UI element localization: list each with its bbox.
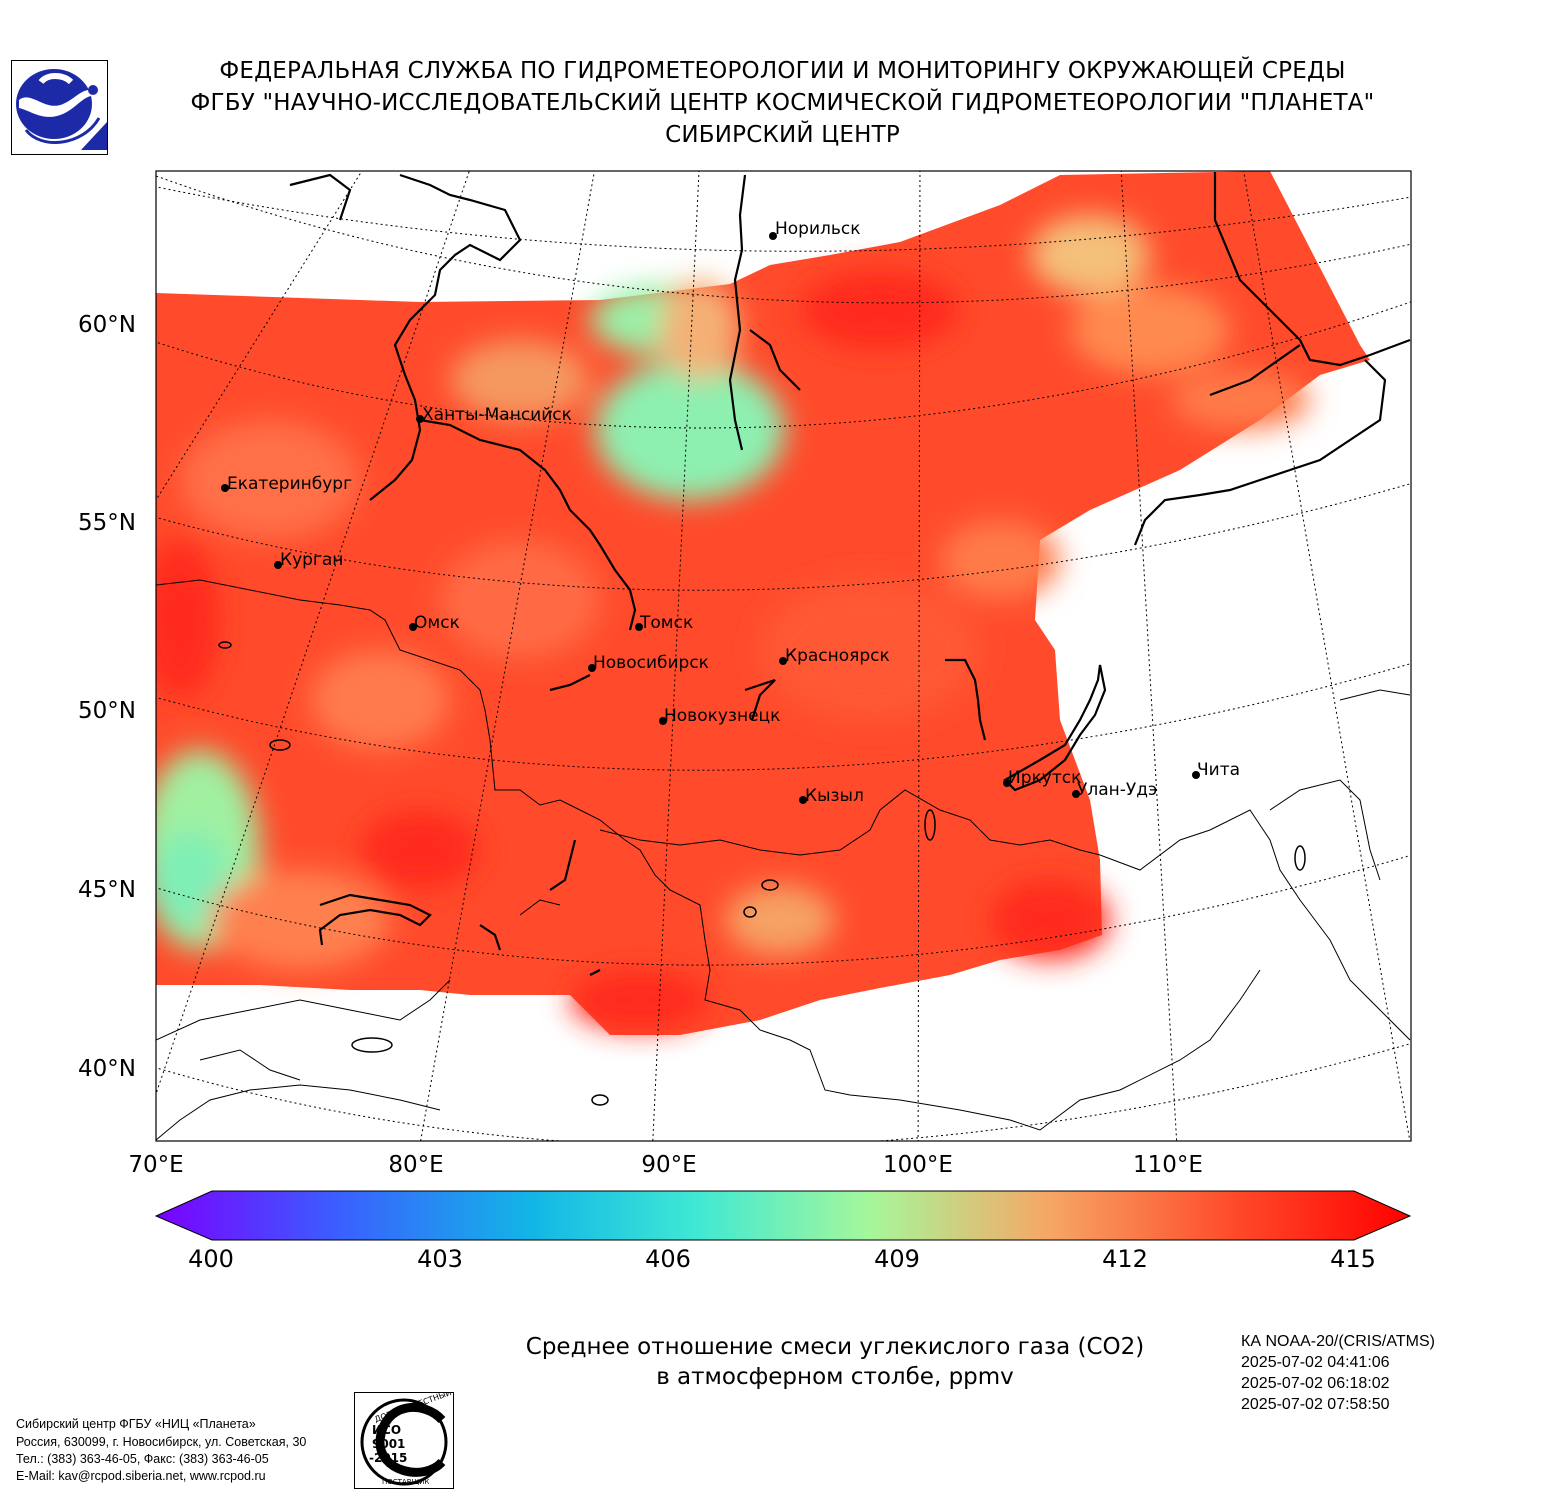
colorbar-tick-403: 403 (417, 1245, 463, 1273)
iso-bottom-text: ПОСТАВЩИК (382, 1478, 429, 1486)
longitude-lines (156, 171, 1411, 1141)
header-line-2: ФГБУ "НАУЧНО-ИССЛЕДОВАТЕЛЬСКИЙ ЦЕНТР КОС… (190, 90, 1375, 116)
lat-label-40: 40°N (78, 1056, 136, 1082)
lon-label-100: 100°E (883, 1152, 953, 1178)
country-borders (156, 579, 1411, 1141)
lon-label-90: 90°E (641, 1152, 697, 1178)
co2-field-variations (156, 215, 1310, 1030)
city-yekaterinburg[interactable]: Екатеринбург (221, 474, 352, 494)
colorbar-tick-412: 412 (1102, 1245, 1148, 1273)
lon-label-80: 80°E (388, 1152, 444, 1178)
colorbar-bar (154, 1190, 1412, 1241)
city-label: Новокузнецк (664, 706, 780, 726)
data-field (156, 171, 1411, 1141)
city-dot (416, 415, 424, 423)
lon-label-70: 70°E (128, 1152, 184, 1178)
lat-label-45: 45°N (78, 877, 136, 903)
city-novokuznetsk[interactable]: Новокузнецк (659, 706, 780, 726)
city-novosibirsk[interactable]: Новосибирск (588, 653, 709, 673)
planeta-logo (11, 60, 108, 155)
colorbar-tick-400: 400 (188, 1245, 234, 1273)
city-label: Чита (1197, 760, 1240, 780)
city-label: Иркутск (1008, 768, 1081, 788)
colorbar (154, 1190, 1412, 1241)
city-dot (1192, 771, 1200, 779)
colorbar-tick-406: 406 (645, 1245, 691, 1273)
satellite-time-1: 2025-07-02 04:41:06 (1241, 1354, 1390, 1371)
iso-number: 9001 (372, 1437, 405, 1451)
city-label: Красноярск (785, 646, 890, 666)
latitude-lines (156, 175, 1411, 1141)
satellite-name: КА NOAA-20/(CRIS/ATMS) (1241, 1333, 1435, 1350)
city-label: Кызыл (805, 786, 864, 806)
footer-email: E-Mail: kav@rcpod.siberia.net, www.rcpod… (16, 1469, 266, 1483)
lon-label-110: 110°E (1133, 1152, 1203, 1178)
city-dot (274, 561, 282, 569)
city-chita[interactable]: Чита (1192, 760, 1240, 780)
colorbar-tick-415: 415 (1330, 1245, 1376, 1273)
city-label: Ханты-Мансийск (422, 405, 572, 425)
satellite-time-3: 2025-07-02 07:58:50 (1241, 1396, 1390, 1413)
city-dot (409, 623, 417, 631)
city-ulan-ude[interactable]: Улан-Удэ (1072, 780, 1157, 800)
rivers-and-coast (289, 172, 1411, 976)
lat-label-50: 50°N (78, 698, 136, 724)
city-khanty-mansiysk[interactable]: Ханты-Мансийск (416, 405, 572, 425)
city-dot (799, 796, 807, 804)
caption-line-2: в атмосферном столбе, ppmv (656, 1364, 1014, 1390)
city-label: Томск (639, 613, 693, 633)
city-tomsk[interactable]: Томск (635, 613, 693, 633)
city-label: Курган (280, 550, 343, 570)
city-omsk[interactable]: Омск (409, 613, 460, 633)
iso-code: ИСО (372, 1423, 401, 1437)
city-kurgan[interactable]: Курган (274, 550, 343, 570)
header-line-3: СИБИРСКИЙ ЦЕНТР (665, 122, 900, 148)
caption-line-1: Среднее отношение смеси углекислого газа… (525, 1334, 1145, 1360)
city-dot (769, 232, 777, 240)
city-dot (779, 657, 787, 665)
city-dot (1072, 790, 1080, 798)
city-label: Екатеринбург (227, 474, 352, 494)
lat-label-60: 60°N (78, 312, 136, 338)
lat-label-55: 55°N (78, 510, 136, 536)
colorbar-tick-409: 409 (874, 1245, 920, 1273)
footer-address: Россия, 630099, г. Новосибирск, ул. Сове… (16, 1435, 307, 1449)
city-label: Норильск (775, 219, 861, 239)
lakes (218, 641, 1306, 1106)
city-label: Новосибирск (593, 653, 709, 673)
city-label: Улан-Удэ (1077, 780, 1157, 800)
iso-certification-badge: ДОБРОСОВЕСТНЫЙ ИСО 9001 -2015 ПОСТАВЩИК (354, 1386, 454, 1489)
city-irkutsk[interactable]: Иркутск (1003, 768, 1081, 788)
footer-phone: Тел.: (383) 363-46-05, Факс: (383) 363-4… (16, 1452, 269, 1466)
city-markers: Норильск Ханты-Мансийск Екатеринбург Кур… (221, 219, 1240, 806)
footer-org: Сибирский центр ФГБУ «НИЦ «Планета» (16, 1417, 256, 1431)
header-line-1: ФЕДЕРАЛЬНАЯ СЛУЖБА ПО ГИДРОМЕТЕОРОЛОГИИ … (219, 58, 1346, 84)
city-dot (635, 623, 643, 631)
city-dot (1003, 779, 1011, 787)
satellite-time-2: 2025-07-02 06:18:02 (1241, 1375, 1390, 1392)
map-frame (155, 170, 1412, 1142)
city-kyzyl[interactable]: Кызыл (799, 786, 864, 806)
city-dot (588, 664, 596, 672)
iso-year: -2015 (369, 1451, 407, 1465)
city-norilsk[interactable]: Норильск (769, 219, 861, 240)
city-label: Омск (414, 613, 460, 633)
city-dot (221, 484, 229, 492)
city-krasnoyarsk[interactable]: Красноярск (779, 646, 890, 666)
city-dot (659, 717, 667, 725)
